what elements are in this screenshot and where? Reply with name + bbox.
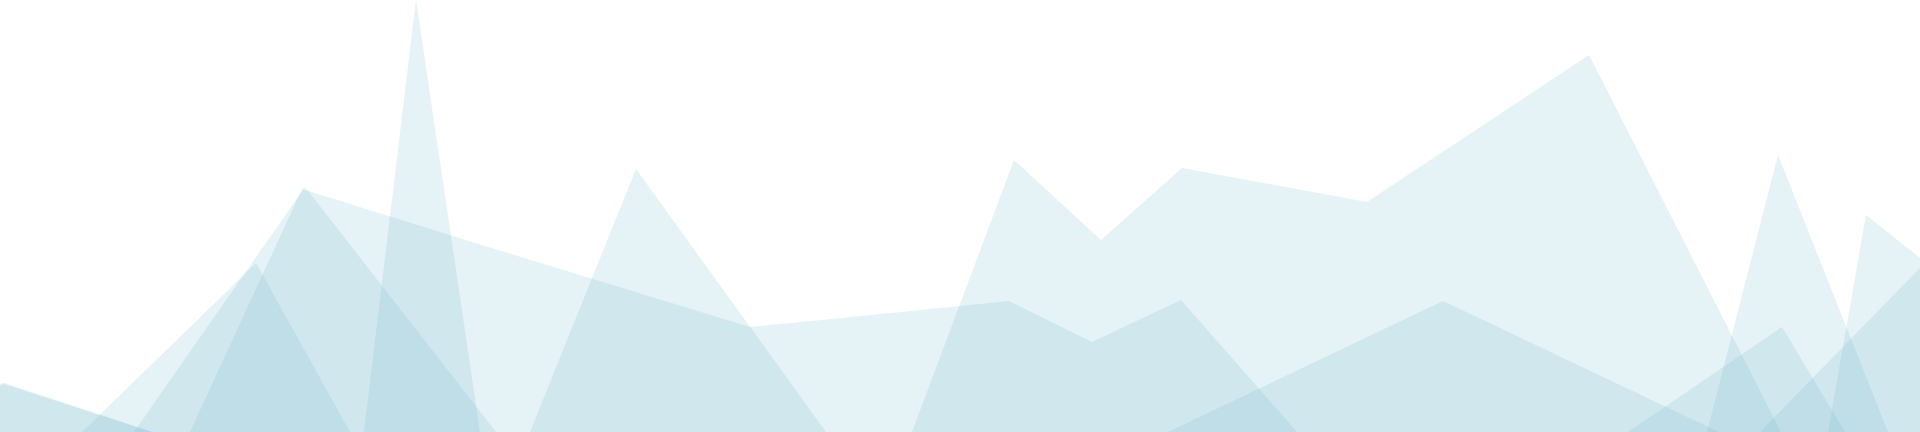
back-mountain-mid-peak [530,169,826,432]
back-mountain-small-peak [82,263,350,432]
back-mountain-wide-range [912,55,1781,432]
back-mountain-tall-peak [364,0,480,432]
front-ridge-left [0,383,153,432]
front-ridge-c [1168,301,1719,432]
front-ridge-e [1760,268,1920,432]
front-mountain-layer [0,187,1920,432]
front-ridge-a [134,187,496,432]
front-ridge-b [190,189,1297,432]
front-ridge-d [1628,327,1845,432]
back-mountain-right-peak [1707,155,1888,432]
back-mountain-far-right-peak [1828,215,1920,432]
back-mountain-left-peak [0,384,152,432]
